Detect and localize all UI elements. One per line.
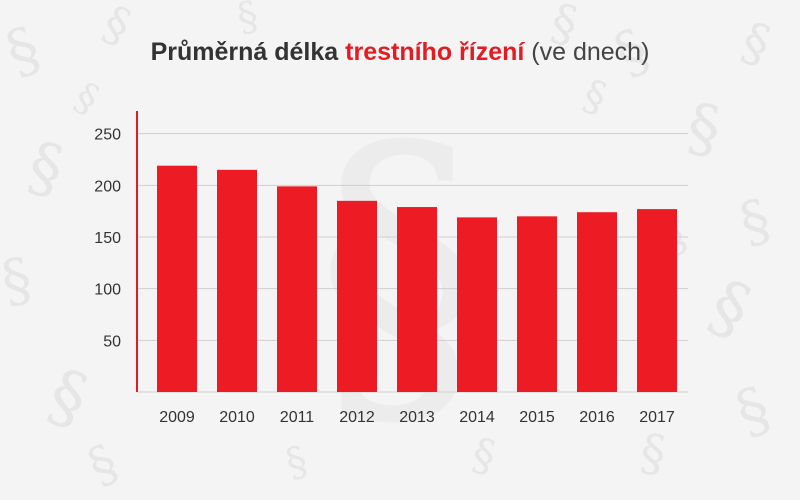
bar-2017 (637, 209, 677, 392)
bar-2013 (397, 207, 437, 392)
title-main: Průměrná délka (150, 38, 339, 66)
bar-2015 (517, 216, 557, 392)
y-tick-label: 250 (94, 127, 121, 144)
x-tick-label: 2011 (280, 409, 315, 426)
bar-2012 (337, 200, 377, 392)
x-tick-label: 2015 (519, 409, 555, 426)
chart-title: Průměrná délka trestního řízení (ve dnec… (0, 38, 800, 67)
title-accent: trestního řízení (345, 38, 525, 66)
x-tick-label: 2010 (219, 409, 255, 426)
y-tick-label: 50 (103, 333, 121, 350)
x-tick-label: 2017 (639, 409, 675, 426)
x-tick-label: 2012 (339, 409, 375, 426)
y-tick-label: 100 (94, 282, 121, 299)
bar-2010 (217, 169, 257, 392)
y-tick-label: 200 (94, 178, 121, 195)
x-tick-label: 2009 (159, 409, 195, 426)
bar-2011 (277, 186, 317, 392)
x-tick-label: 2013 (399, 409, 435, 426)
title-unit: (ve dnech) (531, 38, 650, 66)
bar-2009 (157, 165, 197, 392)
bar-2016 (577, 212, 617, 392)
x-tick-label: 2016 (579, 409, 615, 426)
bar-2014 (457, 217, 497, 392)
y-tick-label: 150 (94, 230, 121, 247)
x-tick-label: 2014 (459, 409, 495, 426)
